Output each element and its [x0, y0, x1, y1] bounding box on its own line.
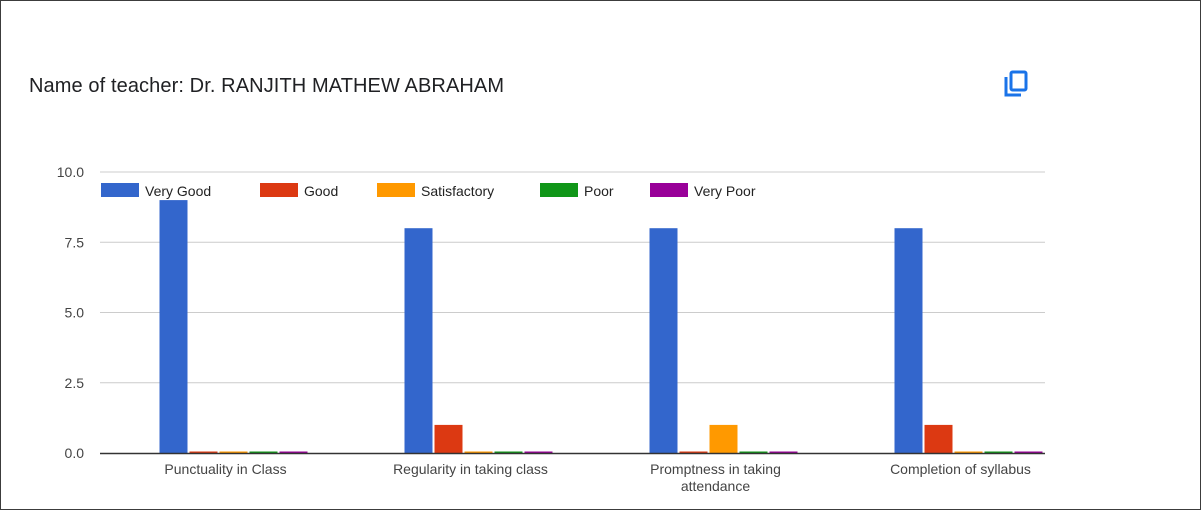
- bars: [159, 200, 1043, 454]
- bar[interactable]: [279, 451, 308, 454]
- x-tick-label: Punctuality in Class: [164, 461, 286, 477]
- bar[interactable]: [524, 451, 553, 454]
- bar[interactable]: [679, 451, 708, 454]
- bar[interactable]: [739, 451, 768, 454]
- x-tick-label: Completion of syllabus: [890, 461, 1031, 477]
- gridlines: [100, 171, 1045, 384]
- legend-label: Satisfactory: [421, 183, 494, 199]
- bar[interactable]: [189, 451, 218, 454]
- legend-label: Good: [304, 183, 338, 199]
- legend-item[interactable]: Very Good: [101, 183, 211, 199]
- legend-item[interactable]: Satisfactory: [377, 183, 494, 199]
- legend-swatch: [540, 183, 578, 197]
- bar-chart: 0.0 2.5 5.0 7.5 10.0 Punctuality in Class Reg…: [57, 164, 1045, 494]
- y-tick-label: 5.0: [65, 305, 85, 321]
- legend-item[interactable]: Poor: [540, 183, 614, 199]
- copy-icon[interactable]: [1003, 69, 1029, 99]
- x-axis-labels: Punctuality in Class Regularity in taking…: [164, 461, 1031, 494]
- bar[interactable]: [1014, 451, 1043, 454]
- legend-swatch: [101, 183, 139, 197]
- legend-item[interactable]: Good: [260, 183, 338, 199]
- legend: Very Good Good Satisfactory Poor Very Poor: [101, 183, 756, 199]
- bar[interactable]: [464, 451, 493, 454]
- bar[interactable]: [159, 200, 188, 453]
- bar[interactable]: [434, 424, 463, 453]
- bar[interactable]: [219, 451, 248, 454]
- bar[interactable]: [954, 451, 983, 454]
- chart-title: Name of teacher: Dr. RANJITH MATHEW ABRA…: [29, 75, 505, 97]
- legend-label: Very Good: [145, 183, 211, 199]
- legend-item[interactable]: Very Poor: [650, 183, 756, 199]
- legend-label: Very Poor: [694, 183, 756, 199]
- legend-swatch: [650, 183, 688, 197]
- y-tick-label: 0.0: [65, 445, 85, 461]
- bar[interactable]: [649, 228, 678, 453]
- bar[interactable]: [494, 451, 523, 454]
- y-axis-ticks: 0.0 2.5 5.0 7.5 10.0: [57, 164, 84, 461]
- x-tick-label: attendance: [681, 478, 750, 494]
- legend-label: Poor: [584, 183, 614, 199]
- bar[interactable]: [709, 424, 738, 453]
- bar[interactable]: [984, 451, 1013, 454]
- bar[interactable]: [924, 424, 953, 453]
- bar[interactable]: [769, 451, 798, 454]
- y-tick-label: 2.5: [65, 375, 85, 391]
- bar[interactable]: [249, 451, 278, 454]
- y-tick-label: 10.0: [57, 164, 84, 180]
- legend-swatch: [260, 183, 298, 197]
- bar[interactable]: [894, 228, 923, 453]
- legend-swatch: [377, 183, 415, 197]
- y-tick-label: 7.5: [65, 234, 85, 250]
- x-tick-label: Promptness in taking: [650, 461, 781, 477]
- x-tick-label: Regularity in taking class: [393, 461, 548, 477]
- bar[interactable]: [404, 228, 433, 453]
